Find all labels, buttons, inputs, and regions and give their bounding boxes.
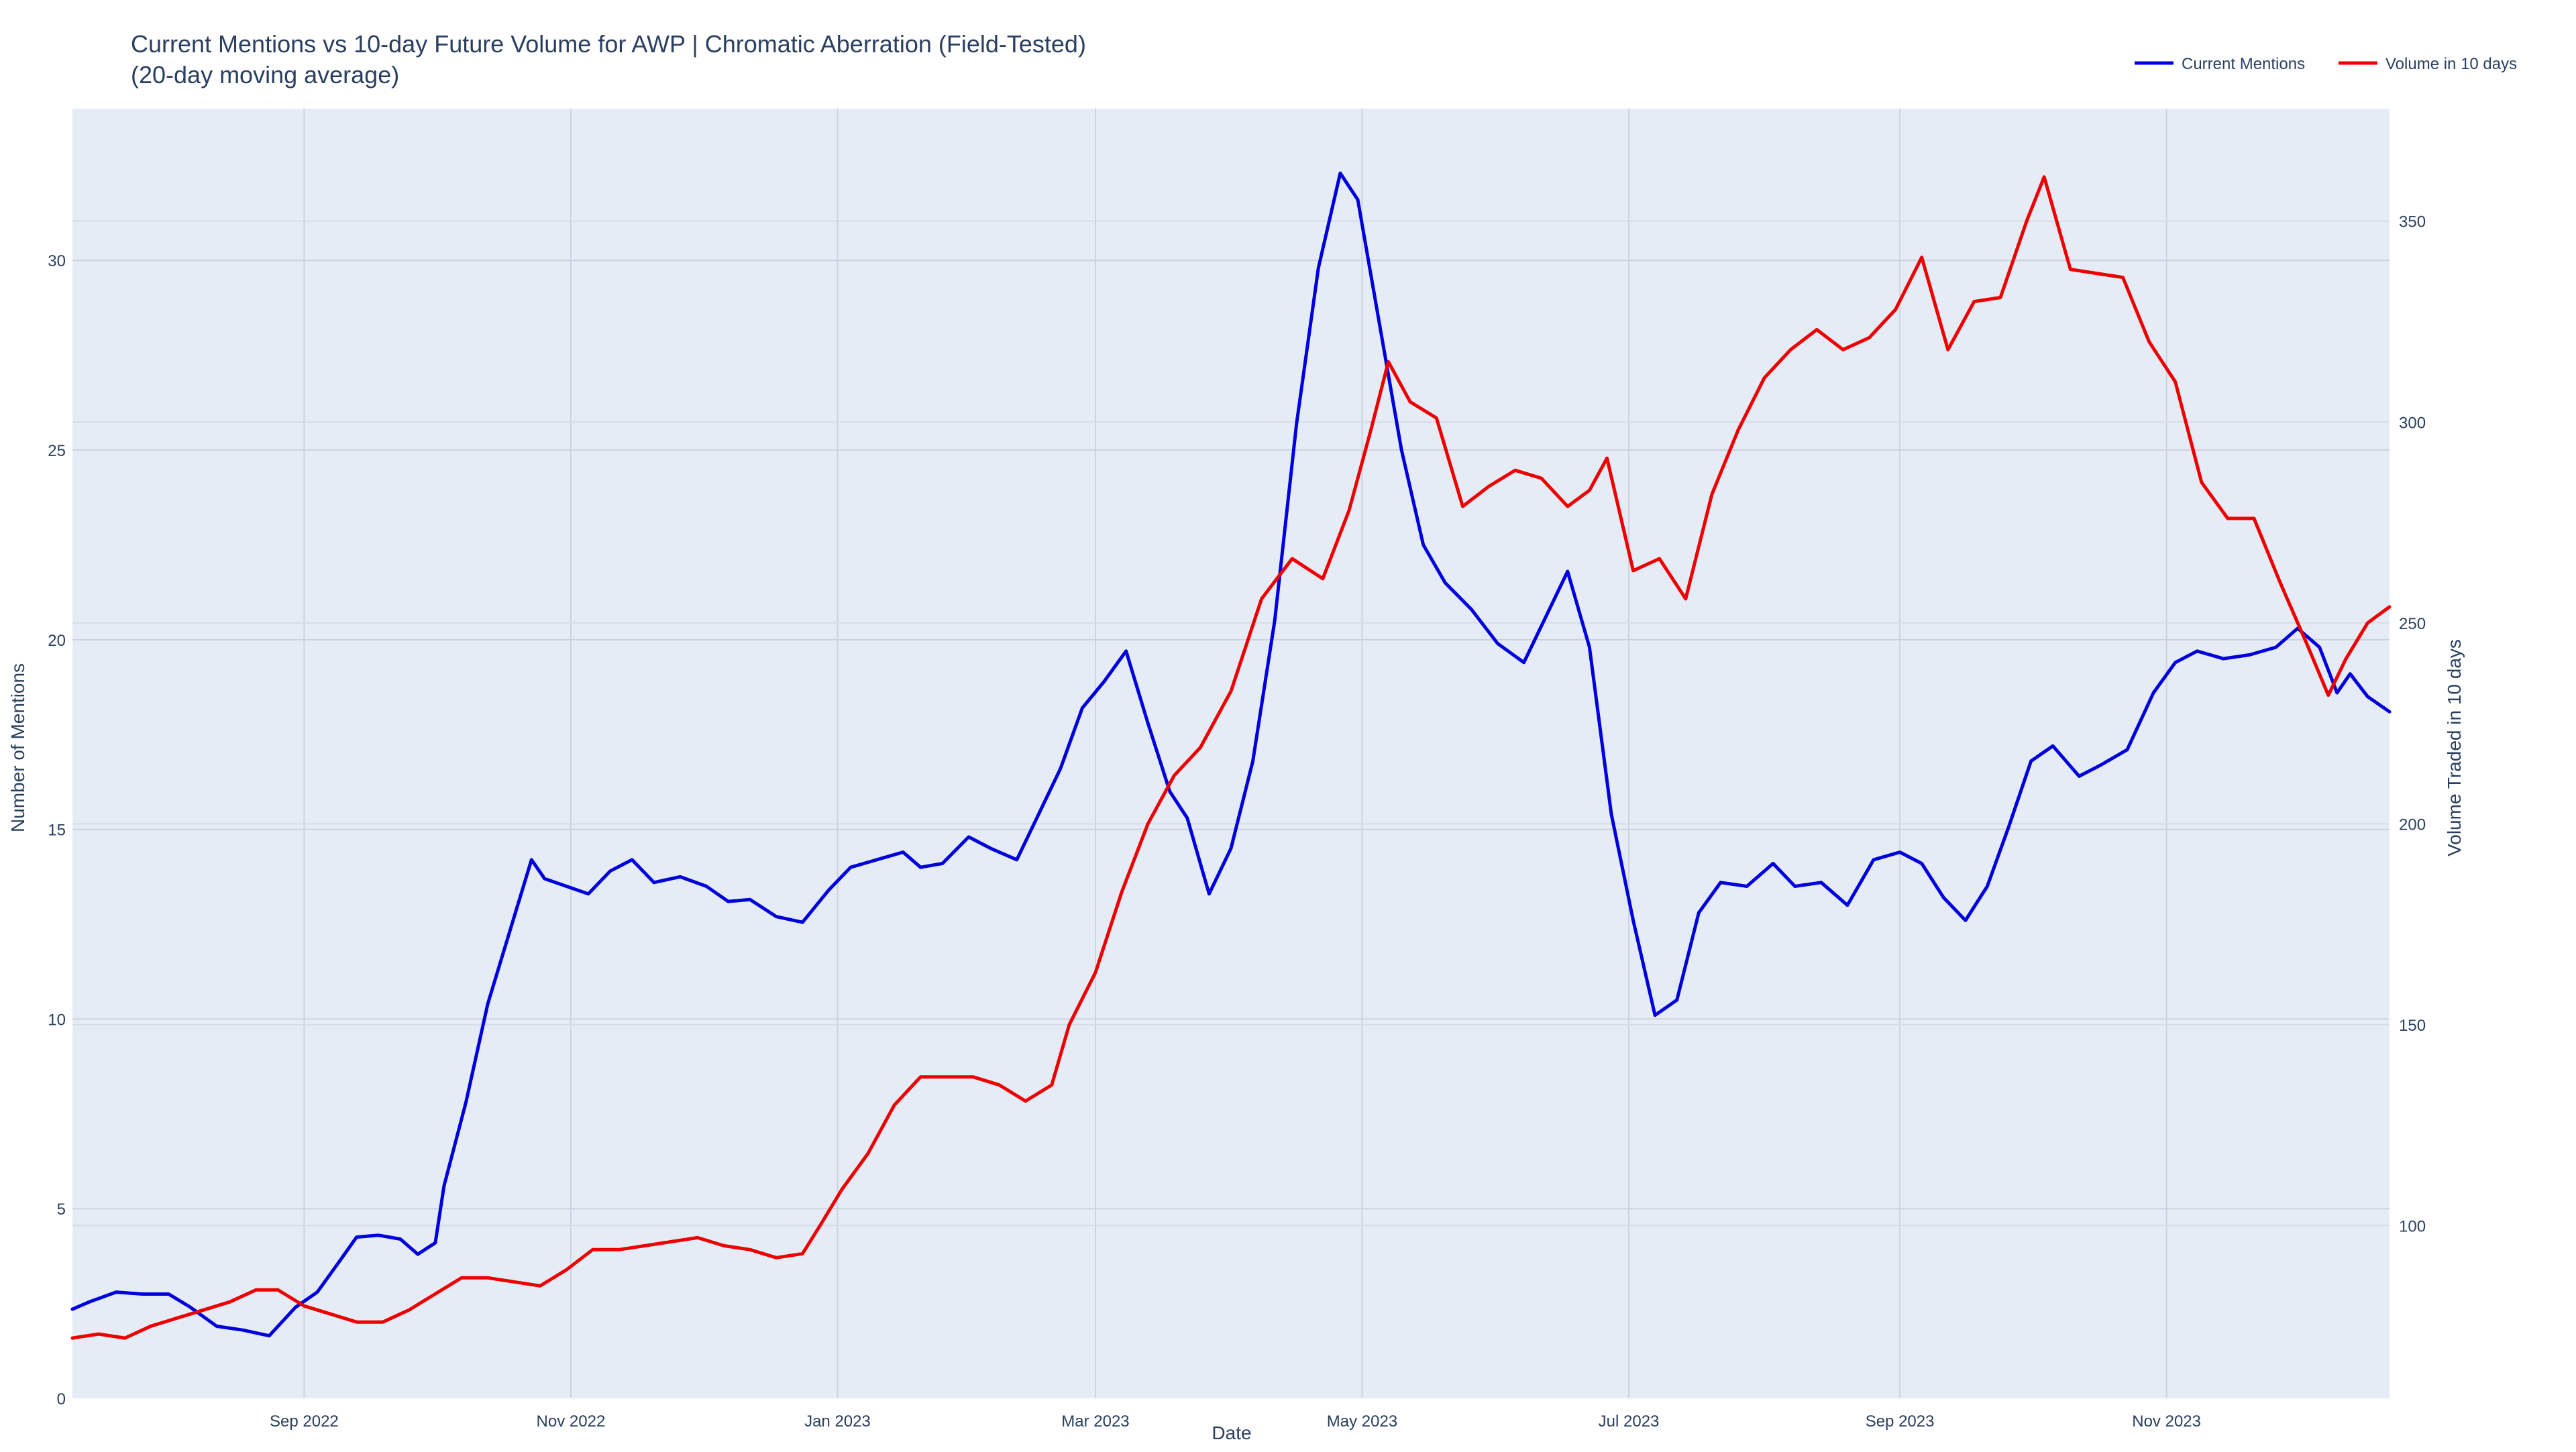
- right-y-tick-label: 200: [2399, 816, 2426, 834]
- x-tick-label: Jan 2023: [804, 1412, 871, 1431]
- x-tick-label: Mar 2023: [1061, 1412, 1129, 1431]
- chart-title-line2: (20-day moving average): [131, 61, 399, 89]
- x-tick-label: May 2023: [1327, 1412, 1397, 1431]
- left-y-gridlines: [72, 260, 2390, 1210]
- plot-area: [72, 109, 2390, 1398]
- legend-item-volume-in-10-days[interactable]: Volume in 10 days: [2339, 55, 2517, 73]
- series-line-volume-in-10-days: [70, 175, 2392, 1340]
- right-y-axis-label: Volume Traded in 10 days: [2444, 639, 2465, 856]
- chart-title-line1: Current Mentions vs 10-day Future Volume…: [131, 30, 1086, 58]
- left-y-tick-label: 10: [48, 1011, 66, 1029]
- right-y-gridlines: [72, 220, 2390, 1227]
- right-y-tick-label: 150: [2399, 1017, 2426, 1035]
- x-tick-labels: Sep 2022 Nov 2022 Jan 2023 Mar 2023 May 2023…: [270, 1412, 2201, 1431]
- series-line-current-mentions: [70, 171, 2392, 1338]
- left-y-tick-label: 30: [48, 252, 66, 270]
- x-gridlines: [303, 109, 2167, 1398]
- series-lines: [70, 171, 2392, 1340]
- right-y-tick-label: 350: [2399, 213, 2426, 231]
- x-tick-label: Jul 2023: [1599, 1412, 1660, 1431]
- right-y-tick-label: 100: [2399, 1217, 2426, 1235]
- legend-label-volume-in-10-days: Volume in 10 days: [2385, 55, 2517, 73]
- right-y-tick-labels: 100 150 200 250 300 350: [2399, 213, 2426, 1236]
- left-y-tick-label: 20: [48, 632, 66, 650]
- right-y-tick-label: 300: [2399, 414, 2426, 432]
- legend[interactable]: Current Mentions Volume in 10 days: [2135, 55, 2517, 73]
- x-tick-label: Nov 2022: [537, 1412, 606, 1431]
- x-tick-label: Nov 2023: [2132, 1412, 2201, 1431]
- left-y-tick-label: 0: [57, 1390, 66, 1408]
- left-y-tick-labels: 0 5 10 15 20 25 30: [48, 252, 66, 1408]
- x-tick-label: Sep 2023: [1866, 1412, 1935, 1431]
- left-y-tick-label: 15: [48, 822, 66, 840]
- left-y-tick-label: 25: [48, 442, 66, 460]
- left-y-tick-label: 5: [57, 1200, 66, 1219]
- legend-label-current-mentions: Current Mentions: [2182, 55, 2305, 73]
- x-axis-label: Date: [1212, 1422, 1251, 1443]
- right-y-tick-label: 250: [2399, 615, 2426, 633]
- legend-item-current-mentions[interactable]: Current Mentions: [2135, 55, 2305, 73]
- x-tick-label: Sep 2022: [270, 1412, 339, 1431]
- left-y-axis-label: Number of Mentions: [7, 663, 28, 832]
